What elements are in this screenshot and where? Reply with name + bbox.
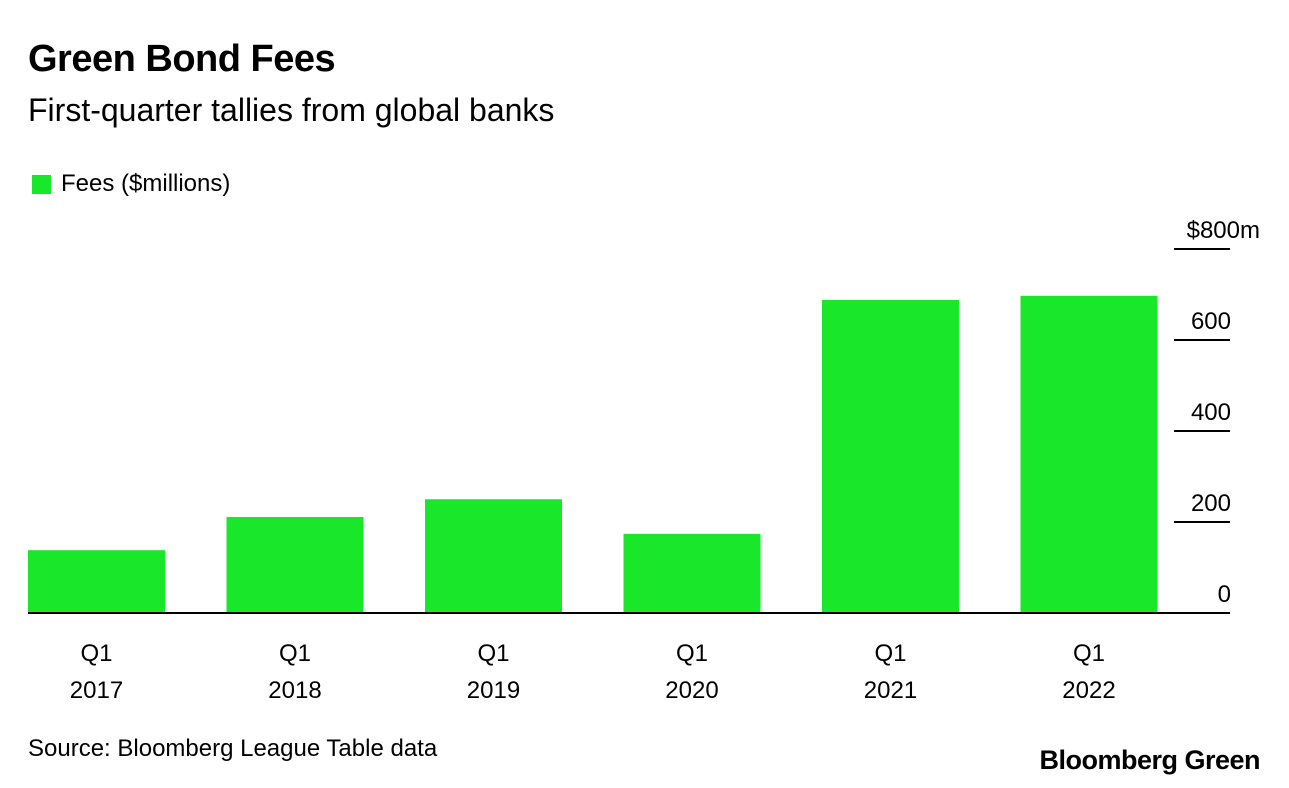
chart-title: Green Bond Fees xyxy=(28,38,336,80)
x-tick-label: Q1 xyxy=(1073,640,1105,667)
x-tick-label: Q1 xyxy=(874,640,906,667)
bar-q1-2019 xyxy=(425,499,562,613)
chart-subtitle: First-quarter tallies from global banks xyxy=(28,92,555,128)
x-tick-label: Q1 xyxy=(80,640,112,667)
legend: Fees ($millions) xyxy=(32,170,230,198)
y-tick-label: 0 xyxy=(1218,581,1231,608)
brand-logo: Bloomberg Green xyxy=(1039,745,1260,775)
bar-q1-2022 xyxy=(1020,295,1158,613)
y-tick-label: 200 xyxy=(1191,490,1231,517)
x-tick-label: Q1 xyxy=(279,640,311,667)
bar-q1-2018 xyxy=(226,516,364,613)
bar-q1-2017 xyxy=(28,550,165,613)
x-tick-label: 2017 xyxy=(70,677,123,704)
bar-q1-2020 xyxy=(623,533,761,613)
x-tick-label: Q1 xyxy=(477,640,509,667)
bar-q1-2021 xyxy=(822,299,959,613)
x-tick-label: 2021 xyxy=(864,677,917,704)
y-tick-label: 600 xyxy=(1191,308,1231,335)
legend-label: Fees ($millions) xyxy=(61,170,231,197)
x-tick-label: Q1 xyxy=(676,640,708,667)
x-tick-label: 2018 xyxy=(268,677,321,704)
x-tick-label: 2019 xyxy=(467,677,520,704)
x-tick-label: 2020 xyxy=(665,677,718,704)
source-note: Source: Bloomberg League Table data xyxy=(28,735,438,762)
legend-swatch xyxy=(32,174,51,194)
y-tick-label: 400 xyxy=(1191,399,1231,426)
x-tick-label: 2022 xyxy=(1062,677,1115,704)
y-tick-label: $800m xyxy=(1187,217,1260,244)
